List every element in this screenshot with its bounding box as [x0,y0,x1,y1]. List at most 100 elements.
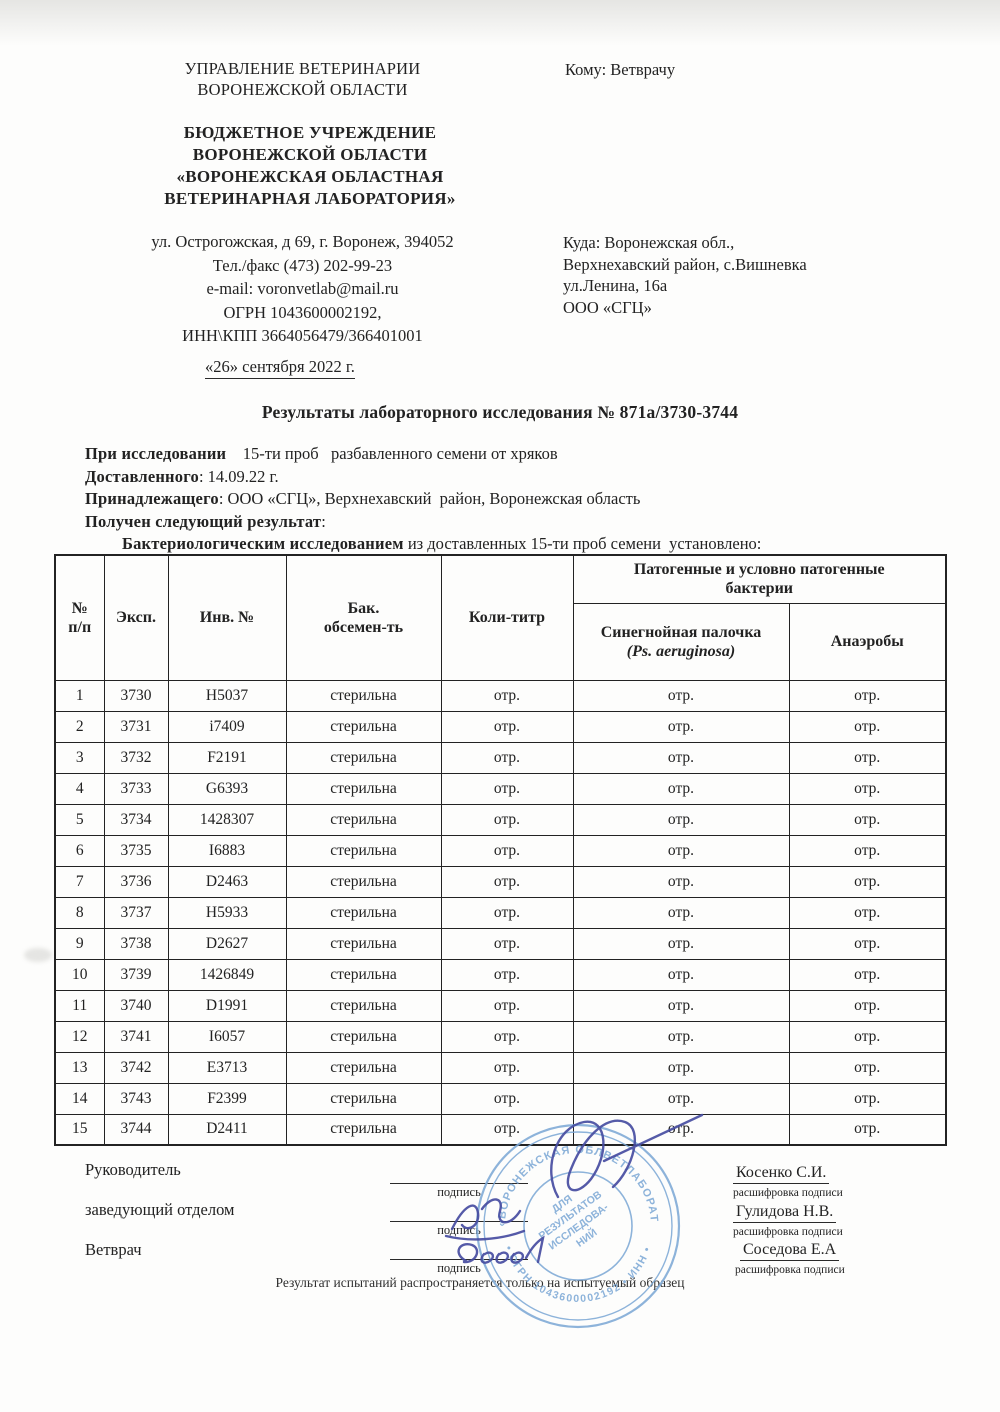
table-cell: 8 [54,896,105,929]
table-row: 2 3731 i7409 стерильна отр. отр. отр. [54,710,947,743]
table-cell: отр. [788,1082,947,1115]
table-cell: 14 [54,1082,105,1115]
stamp-center-line-3: ИССЛЕДОВА- [546,1201,611,1253]
lab-address-line: Тел./факс (473) 202-99-23 [212,255,393,275]
col-header-bak: Бак. обсемен-ть [285,554,442,681]
table-cell: отр. [572,710,790,743]
table-row: 7 3736 D2463 стерильна отр. отр. отр. [54,865,947,898]
table-cell: 3731 [103,710,169,743]
table-cell: отр. [788,772,947,805]
info-line-label: Получен следующий результат [85,511,322,531]
sig-name-director: Косенко С.И. [733,1164,830,1184]
signature-line-1 [390,1182,528,1184]
table-cell: стерильна [285,772,442,805]
table-cell: отр. [788,834,947,867]
table-row: 3 3732 F2191 стерильна отр. отр. отр. [54,741,947,774]
document-title: Результаты лабораторного исследования № … [261,402,739,422]
table-cell: 11 [54,989,105,1022]
info-line-label: Доставленного [85,466,199,486]
col-header-num: № п/п [54,554,105,681]
table-cell: отр. [440,927,574,960]
table-cell: отр. [788,1113,947,1146]
pseudomonas-label: Синегнойная палочка [600,623,762,641]
table-cell: отр. [572,772,790,805]
table-cell: отр. [788,679,947,712]
table-cell: отр. [788,803,947,836]
info-line: Принадлежащего: ООО «СГЦ», Верхнехавский… [85,488,965,511]
info-line-text: : ООО «СГЦ», Верхнехавский район, Вороне… [218,489,641,508]
table-row: 15 3744 D2411 стерильна отр. отр. отр. [54,1113,947,1146]
sig-role-vet: Ветврач [85,1240,142,1259]
table-cell: 3741 [103,1020,169,1053]
sig-role-director: Руководитель [85,1160,181,1179]
table-cell: стерильна [285,927,442,960]
table-cell: 1426849 [167,958,287,991]
table-cell: отр. [572,958,790,991]
table-cell: стерильна [285,741,442,774]
col-header-inv: Инв. № [167,554,287,681]
table-cell: 3 [54,741,105,774]
table-cell: отр. [572,741,790,774]
table-cell: E3713 [167,1051,287,1084]
table-cell: отр. [788,927,947,960]
table-cell: D2627 [167,927,287,960]
table-cell: отр. [572,1082,790,1115]
table-cell: F2191 [167,741,287,774]
table-cell: отр. [572,1020,790,1053]
scan-smudge-artifact [24,948,52,962]
table-cell: стерильна [285,958,442,991]
signature-caption-3: подпись [437,1261,481,1275]
table-cell: стерильна [285,803,442,836]
table-cell: 1428307 [167,803,287,836]
table-cell: отр. [788,1051,947,1084]
table-row: 6 3735 I6883 стерильна отр. отр. отр. [54,834,947,867]
table-cell: отр. [440,1020,574,1053]
table-cell: D1991 [167,989,287,1022]
table-cell: отр. [788,958,947,991]
destination-address-line: Куда: Воронежская обл., [563,233,735,252]
organization-name-line: БЮДЖЕТНОЕ УЧРЕЖДЕНИЕ [183,123,437,142]
table-cell: отр. [440,834,574,867]
table-cell: отр. [572,834,790,867]
table-cell: отр. [788,896,947,929]
organization-name-line: ВЕТЕРИНАРНАЯ ЛАБОРАТОРИЯ» [164,189,456,208]
destination-address-line: ООО «СГЦ» [563,297,652,317]
table-cell: отр. [572,1051,790,1084]
lab-address-line: ул. Острогожская, д 69, г. Воронеж, 3940… [151,232,454,251]
table-cell: стерильна [285,989,442,1022]
table-cell: отр. [572,865,790,898]
table-row: 5 3734 1428307 стерильна отр. отр. отр. [54,803,947,836]
footer-note: Результат испытаний распространяется тол… [275,1275,685,1290]
table-cell: отр. [788,865,947,898]
results-table: № п/п Эксп. Инв. № Бак. обсемен-ть Коли-… [54,554,947,1146]
col-header-exp: Эксп. [103,554,169,681]
sig-name-dept-head: Гулидова Н.В. [733,1203,837,1223]
table-cell: отр. [440,1051,574,1084]
sender-department-line: УПРАВЛЕНИЕ ВЕТЕРИНАРИИ [184,59,421,78]
info-line-text: 15-ти проб разбавленного семени от хряко… [226,444,558,463]
sig-name-caption-1: расшифровка подписи [733,1187,843,1199]
lab-address-line: ИНН\КПП 3664056479/366401001 [182,326,423,345]
table-cell: отр. [440,741,574,774]
sender-department: УПРАВЛЕНИЕ ВЕТЕРИНАРИИ ВОРОНЕЖСКОЙ ОБЛАСТ… [135,58,470,100]
table-cell: 3744 [103,1113,169,1146]
info-line-label: Принадлежащего [85,489,219,508]
signature-caption-2: подпись [437,1223,481,1237]
info-line-label: Бактериологическим исследованием [122,534,404,553]
results-table-body: 1 3730 H5037 стерильна отр. отр. отр. 2 3731 i740… [54,679,947,1146]
sender-department-line: ВОРОНЕЖСКОЙ ОБЛАСТИ [197,80,408,99]
scan-edge-shading [0,0,1000,46]
table-cell: 10 [54,958,105,991]
table-cell: 3737 [103,896,169,929]
stamp-center-line-1: ДЛЯ [550,1193,575,1216]
signature-line-3 [390,1258,528,1260]
table-cell: 3738 [103,927,169,960]
table-row: 1 3730 H5037 стерильна отр. отр. отр. [54,679,947,712]
table-cell: 3730 [103,679,169,712]
table-cell: 15 [54,1113,105,1146]
table-cell: отр. [788,741,947,774]
info-line-text: : [321,511,326,531]
table-cell: стерильна [285,865,442,898]
signature-caption-1: подпись [437,1185,481,1199]
